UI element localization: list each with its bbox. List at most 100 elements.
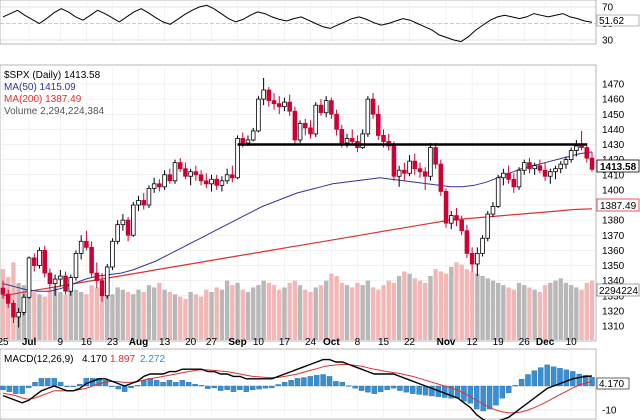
candle — [334, 109, 339, 136]
x-axis-label: 26 — [519, 337, 531, 348]
macd-signal-line — [2, 363, 593, 414]
candle — [177, 158, 183, 172]
volume-bar — [115, 287, 120, 340]
volume-bar — [542, 285, 548, 340]
macd-hist-bar — [339, 382, 346, 387]
x-axis-label: 9 — [58, 337, 64, 348]
candle — [271, 93, 277, 110]
x-axis-label: 23 — [107, 337, 119, 348]
volume-bar — [188, 292, 193, 340]
volume-bar — [63, 294, 68, 340]
macd-hist-bar — [429, 385, 435, 397]
volume-bar — [506, 287, 511, 340]
candle-body — [188, 171, 193, 177]
macd-hist-bar — [313, 375, 320, 387]
candle — [230, 165, 235, 183]
candle — [73, 250, 79, 281]
macd-hist-bar — [506, 385, 512, 394]
x-axis-label: 19 — [493, 337, 505, 348]
candle-body — [276, 103, 282, 108]
volume-bar — [0, 269, 6, 340]
macd-histogram — [0, 364, 595, 412]
volume-bar — [110, 294, 115, 340]
candle — [219, 176, 225, 192]
candle-body — [37, 249, 42, 266]
candle — [16, 307, 21, 328]
candle-body — [407, 160, 412, 174]
x-axis-label: 16 — [81, 337, 93, 348]
volume-bar — [6, 277, 11, 340]
volume-bar — [511, 289, 517, 340]
candle-body — [177, 162, 183, 170]
candle — [323, 96, 329, 118]
candle — [282, 97, 287, 112]
candle-body — [209, 178, 214, 185]
candle — [558, 161, 564, 174]
volume-bar — [146, 285, 152, 340]
candle-body — [391, 145, 397, 177]
candle — [532, 162, 537, 175]
x-axis-label: 22 — [404, 337, 416, 348]
macd-hist-bar — [224, 385, 230, 390]
macd-hist-bar — [6, 385, 13, 392]
candle-body — [26, 257, 32, 298]
candle-body — [214, 178, 219, 186]
x-axis-label: 8 — [355, 337, 361, 348]
volume-bar — [433, 269, 438, 340]
macd-hist-bar — [64, 385, 70, 387]
candle-body — [271, 100, 277, 105]
x-axis-label: 10 — [566, 337, 578, 348]
candle-body — [574, 145, 579, 151]
volume-bar — [235, 282, 240, 340]
candle-body — [501, 172, 506, 179]
candle-body — [459, 219, 464, 232]
macd-hist-bar — [384, 385, 390, 390]
volume-bar — [495, 282, 501, 340]
macd-hist-bar — [13, 385, 19, 394]
candle-body — [230, 174, 235, 179]
macd-hist-bar — [512, 385, 518, 387]
candle — [349, 129, 355, 145]
macd-hist-bar — [358, 385, 365, 391]
volume-bar — [563, 282, 569, 340]
candle — [308, 120, 313, 139]
candle-body — [110, 240, 115, 268]
volume-bar — [32, 292, 37, 340]
candle — [99, 273, 105, 302]
price-tick-label: 1400 — [602, 185, 625, 196]
price-tick-label: 1350 — [602, 261, 625, 272]
volume-bar — [407, 273, 412, 340]
volume-bar — [501, 285, 506, 340]
candle — [548, 168, 553, 184]
candle — [516, 167, 522, 190]
volume-bar — [574, 287, 579, 340]
volume-bar — [485, 278, 490, 340]
candle — [256, 96, 261, 133]
macd-legend-value: 4.170 — [82, 354, 107, 365]
candle-body — [162, 174, 167, 188]
candle — [433, 142, 438, 169]
macd-hist-bar — [474, 385, 480, 410]
candle-body — [115, 224, 120, 242]
macd-hist-bar — [371, 385, 378, 394]
price-tick-label: 1360 — [602, 246, 625, 257]
candle — [521, 159, 527, 175]
volume-bar — [329, 273, 334, 340]
candle — [204, 173, 209, 189]
volume-bar — [417, 280, 423, 340]
candle — [183, 162, 188, 180]
volume-bar — [266, 282, 272, 340]
macd-hist-bar — [544, 364, 550, 387]
candle-body — [99, 280, 105, 297]
macd-hist-bar — [448, 385, 454, 399]
candle — [110, 238, 115, 271]
candle — [391, 141, 397, 181]
candle — [459, 215, 464, 236]
volume-bar — [120, 289, 126, 340]
candle-body — [454, 215, 459, 221]
candle — [454, 208, 459, 227]
candle-body — [553, 168, 558, 173]
macd-hist-bar — [352, 385, 358, 389]
x-axis-label: Oct — [323, 337, 340, 348]
